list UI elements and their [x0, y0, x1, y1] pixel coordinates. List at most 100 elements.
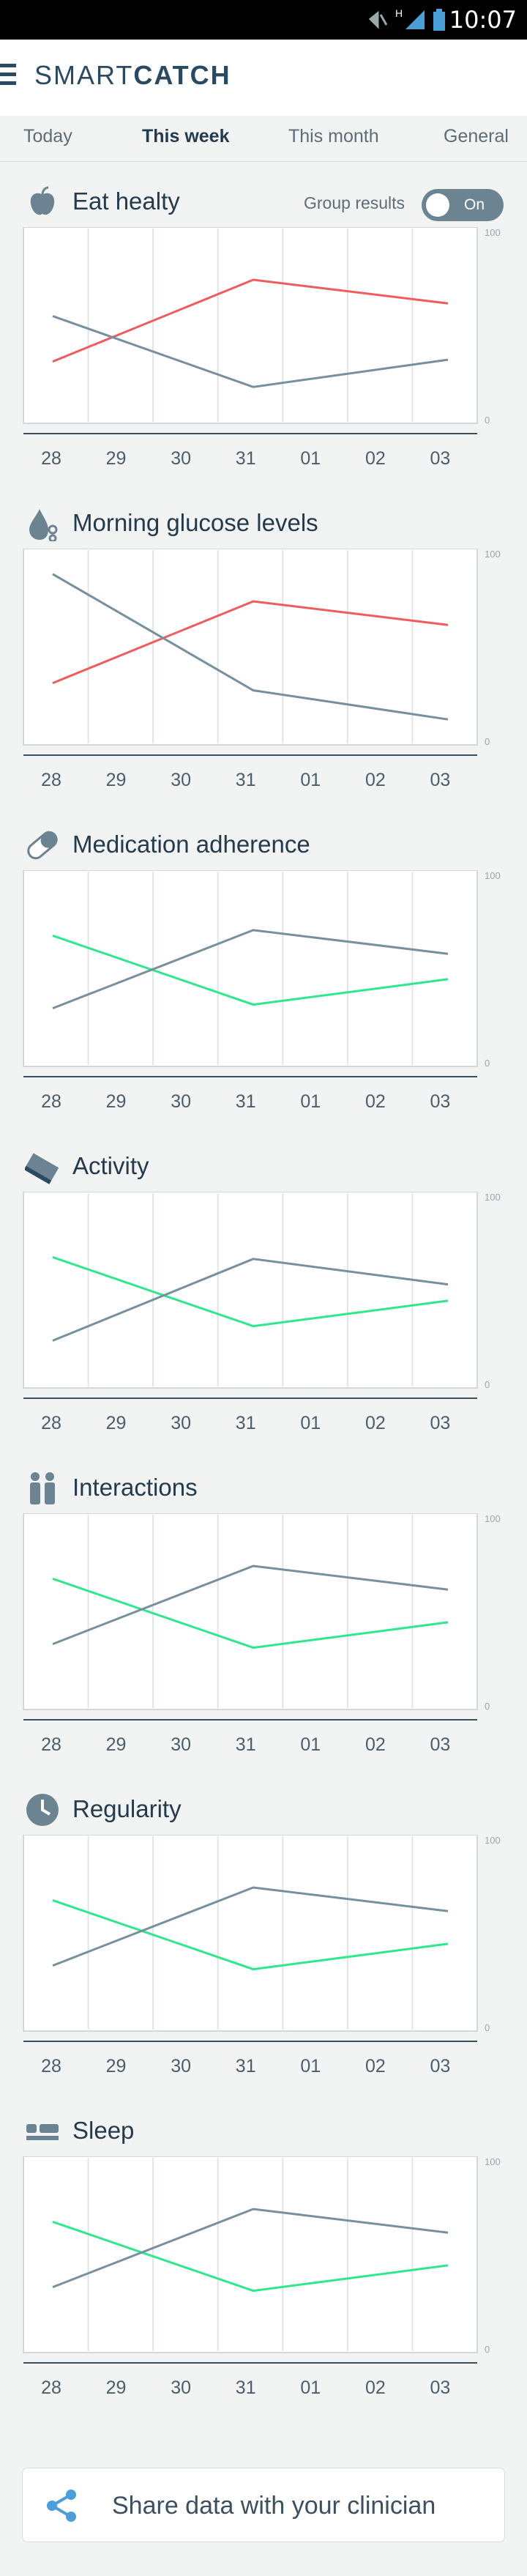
tab-general[interactable]: General	[444, 126, 509, 146]
chart-svg: 100 0 28 29 30 31 01 02 03	[23, 227, 501, 469]
x-tick-label: 01	[300, 1413, 321, 1433]
y-tick-min: 0	[485, 2022, 490, 2033]
plot-area	[23, 870, 478, 1067]
series-line-2	[52, 315, 449, 388]
silent-mode-icon	[368, 10, 388, 29]
x-tick-label: 03	[430, 1413, 451, 1433]
group-results-label: Group results	[304, 193, 405, 212]
x-tick-label: 29	[106, 2378, 127, 2398]
group-results-toggle[interactable]: On	[422, 189, 504, 221]
y-tick-min: 0	[485, 415, 490, 426]
x-tick-label: 28	[41, 1413, 61, 1433]
x-tick-label: 29	[106, 770, 127, 790]
shoe-icon	[23, 1149, 60, 1184]
section-title: Sleep	[72, 2117, 135, 2144]
section-interactions: Interactions 100 0 28 29 30 31 01 02 03	[0, 1471, 527, 1789]
x-tick-label: 28	[41, 448, 61, 469]
x-tick-label: 03	[430, 1091, 451, 1112]
line-chart-eat-healty: 100 0 28 29 30 31 01 02 03	[0, 227, 527, 476]
series-line-2	[52, 929, 449, 1009]
menu-icon[interactable]	[0, 64, 16, 90]
x-tick-label: 30	[171, 1734, 191, 1755]
x-tick-label: 29	[106, 448, 127, 469]
network-type-label: H	[395, 7, 403, 19]
x-tick-label: 28	[41, 2378, 61, 2398]
x-tick-label: 29	[106, 2056, 127, 2076]
tab-this-month[interactable]: This month	[288, 126, 379, 146]
series-line-1	[52, 2220, 449, 2293]
section-title: Morning glucose levels	[72, 509, 318, 536]
x-tick-label: 01	[300, 2056, 321, 2076]
y-tick-max: 100	[485, 1835, 501, 1846]
tab-today[interactable]: Today	[23, 126, 72, 146]
share-data-label: Share data with your clinician	[112, 2492, 436, 2520]
section-title: Eat healty	[72, 188, 180, 215]
x-tick-label: 01	[300, 2378, 321, 2398]
section-morning-glucose-levels: Morning glucose levels 100 0 28 29 30 31 01 02 03	[0, 506, 527, 825]
x-tick-label: 03	[430, 770, 451, 790]
x-tick-label: 02	[365, 2378, 386, 2398]
x-tick-label: 28	[41, 2056, 61, 2076]
section-eat-healty: Eat healty Group results On 100 0 28 29 30 31 01 0…	[0, 185, 527, 503]
x-tick-label: 31	[236, 448, 256, 469]
plot-area	[23, 1835, 478, 2032]
line-chart-medication-adherence: 100 0 28 29 30 31 01 02 03	[0, 870, 527, 1119]
y-tick-max: 100	[485, 227, 501, 238]
y-tick-min: 0	[485, 1058, 490, 1069]
toggle-state-label: On	[464, 196, 485, 213]
series-line-1	[52, 278, 449, 363]
x-tick-label: 01	[300, 770, 321, 790]
x-tick-label: 03	[430, 2056, 451, 2076]
series-line-2	[52, 1258, 449, 1342]
x-tick-label: 30	[171, 2056, 191, 2076]
y-tick-min: 0	[485, 736, 490, 747]
brand-bold: CATCH	[133, 60, 231, 90]
plot-area	[23, 549, 478, 746]
x-tick-label: 02	[365, 1091, 386, 1112]
series-line-2	[52, 2208, 449, 2288]
line-chart-sleep: 100 0 28 29 30 31 01 02 03	[0, 2156, 527, 2405]
x-tick-label: 01	[300, 448, 321, 469]
toggle-knob	[426, 193, 449, 217]
chart-svg: 100 0 28 29 30 31 01 02 03	[23, 549, 501, 790]
app-logo: SMARTCATCH	[34, 60, 231, 91]
tab-this-week[interactable]: This week	[142, 126, 230, 146]
x-tick-label: 30	[171, 1413, 191, 1433]
x-tick-label: 02	[365, 770, 386, 790]
x-tick-label: 31	[236, 2378, 256, 2398]
plot-area	[23, 1192, 478, 1389]
share-data-button[interactable]: Share data with your clinician	[22, 2468, 505, 2542]
x-tick-label: 30	[171, 770, 191, 790]
series-line-1	[52, 1255, 449, 1328]
pill-icon	[25, 828, 60, 863]
x-tick-label: 28	[41, 1734, 61, 1755]
share-icon	[47, 2490, 76, 2522]
section-title: Interactions	[72, 1474, 198, 1501]
signal-icon	[405, 10, 425, 29]
x-tick-label: 02	[365, 1413, 386, 1433]
series-line-1	[52, 934, 449, 1006]
section-title: Medication adherence	[72, 831, 310, 858]
x-tick-label: 31	[236, 1413, 256, 1433]
line-chart-regularity: 100 0 28 29 30 31 01 02 03	[0, 1835, 527, 2084]
bed-icon	[25, 2114, 60, 2149]
section-activity: Activity 100 0 28 29 30 31 01 02 03	[0, 1149, 527, 1468]
x-tick-label: 29	[106, 1413, 127, 1433]
period-tabs: Today This week This month General	[0, 116, 527, 162]
x-tick-label: 01	[300, 1091, 321, 1112]
chart-svg: 100 0 28 29 30 31 01 02 03	[23, 870, 501, 1112]
y-tick-min: 0	[485, 1701, 490, 1712]
x-tick-label: 31	[236, 2056, 256, 2076]
x-tick-label: 02	[365, 2056, 386, 2076]
x-tick-label: 31	[236, 1091, 256, 1112]
section-regularity: Regularity 100 0 28 29 30 31 01 02 03	[0, 1792, 527, 2111]
line-chart-morning-glucose-levels: 100 0 28 29 30 31 01 02 03	[0, 549, 527, 798]
clock-icon	[25, 1792, 60, 1827]
x-tick-label: 31	[236, 1734, 256, 1755]
y-tick-max: 100	[485, 2156, 501, 2167]
x-tick-label: 03	[430, 1734, 451, 1755]
x-tick-label: 29	[106, 1091, 127, 1112]
brand-light: SMART	[34, 60, 134, 90]
plot-area	[23, 1513, 478, 1710]
chart-svg: 100 0 28 29 30 31 01 02 03	[23, 2156, 501, 2398]
